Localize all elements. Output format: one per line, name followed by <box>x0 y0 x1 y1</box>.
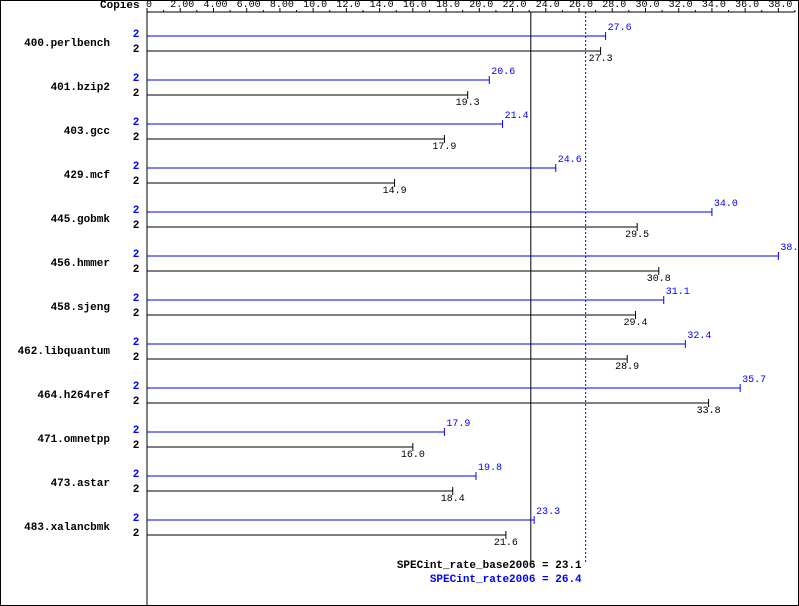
base-value: 19.3 <box>456 98 480 109</box>
benchmark-name: 458.sjeng <box>0 302 110 314</box>
benchmark-name: 403.gcc <box>0 126 110 138</box>
base-value: 29.4 <box>623 318 647 329</box>
copies-base: 2 <box>131 396 141 408</box>
copies-base: 2 <box>131 440 141 452</box>
copies-base: 2 <box>131 528 141 540</box>
copies-base: 2 <box>131 264 141 276</box>
base-value: 28.9 <box>615 362 639 373</box>
axis-tick-label: 26.0 <box>567 0 595 11</box>
benchmark-name: 400.perlbench <box>0 38 110 50</box>
base-value: 16.0 <box>401 450 425 461</box>
base-value: 30.8 <box>647 274 671 285</box>
summary-peak: SPECint_rate2006 = 26.4 <box>430 574 582 586</box>
peak-value: 17.9 <box>446 419 470 430</box>
copies-peak: 2 <box>131 73 141 85</box>
base-value: 21.6 <box>494 538 518 549</box>
copies-peak: 2 <box>131 205 141 217</box>
base-value: 14.9 <box>383 186 407 197</box>
benchmark-name: 471.omnetpp <box>0 434 110 446</box>
benchmark-name: 456.hmmer <box>0 258 110 270</box>
peak-value: 34.0 <box>714 199 738 210</box>
benchmark-name: 473.astar <box>0 478 110 490</box>
axis-tick-label: 22.0 <box>501 0 529 11</box>
axis-tick-label: 6.00 <box>235 0 263 11</box>
copies-peak: 2 <box>131 161 141 173</box>
copies-peak: 2 <box>131 337 141 349</box>
copies-base: 2 <box>131 44 141 56</box>
axis-tick-label: 8.00 <box>268 0 296 11</box>
benchmark-name: 483.xalancbmk <box>0 522 110 534</box>
axis-tick-label: 2.00 <box>168 0 196 11</box>
peak-value: 35.7 <box>742 375 766 386</box>
copies-header: Copies <box>100 0 140 12</box>
peak-value: 20.6 <box>491 67 515 78</box>
benchmark-name: 464.h264ref <box>0 390 110 402</box>
benchmark-name: 445.gobmk <box>0 214 110 226</box>
copies-base: 2 <box>131 88 141 100</box>
axis-tick-label: 32.0 <box>667 0 695 11</box>
peak-value: 23.3 <box>536 507 560 518</box>
base-value: 33.8 <box>697 406 721 417</box>
peak-value: 32.4 <box>687 331 711 342</box>
base-value: 17.9 <box>432 142 456 153</box>
spec-benchmark-chart <box>0 0 799 606</box>
copies-peak: 2 <box>131 29 141 41</box>
copies-peak: 2 <box>131 513 141 525</box>
axis-tick-label: 16.0 <box>401 0 429 11</box>
copies-base: 2 <box>131 352 141 364</box>
peak-value: 24.6 <box>558 155 582 166</box>
benchmark-name: 429.mcf <box>0 170 110 182</box>
axis-tick-label: 36.0 <box>733 0 761 11</box>
axis-tick-label: 34.0 <box>700 0 728 11</box>
axis-tick-label: 38.0 <box>766 0 794 11</box>
axis-tick-label: 12.0 <box>334 0 362 11</box>
benchmark-name: 462.libquantum <box>0 346 110 358</box>
copies-peak: 2 <box>131 249 141 261</box>
axis-tick-label: 18.0 <box>434 0 462 11</box>
axis-tick-label: 4.00 <box>201 0 229 11</box>
peak-value: 21.4 <box>505 111 529 122</box>
peak-value: 31.1 <box>666 287 690 298</box>
base-value: 27.3 <box>589 54 613 65</box>
axis-tick-label: 30.0 <box>633 0 661 11</box>
axis-tick-label: 28.0 <box>600 0 628 11</box>
peak-value: 38.0 <box>780 243 799 254</box>
copies-base: 2 <box>131 176 141 188</box>
axis-tick-label: 14.0 <box>368 0 396 11</box>
copies-base: 2 <box>131 308 141 320</box>
copies-base: 2 <box>131 484 141 496</box>
summary-base: SPECint_rate_base2006 = 23.1 <box>397 560 582 572</box>
axis-tick-label: 10.0 <box>301 0 329 11</box>
copies-peak: 2 <box>131 117 141 129</box>
base-value: 18.4 <box>441 494 465 505</box>
copies-peak: 2 <box>131 425 141 437</box>
copies-base: 2 <box>131 220 141 232</box>
copies-peak: 2 <box>131 469 141 481</box>
base-value: 29.5 <box>625 230 649 241</box>
copies-peak: 2 <box>131 381 141 393</box>
axis-tick-label: 24.0 <box>534 0 562 11</box>
peak-value: 27.6 <box>608 23 632 34</box>
copies-base: 2 <box>131 132 141 144</box>
axis-tick-label: 20.0 <box>467 0 495 11</box>
benchmark-name: 401.bzip2 <box>0 82 110 94</box>
copies-peak: 2 <box>131 293 141 305</box>
peak-value: 19.8 <box>478 463 502 474</box>
